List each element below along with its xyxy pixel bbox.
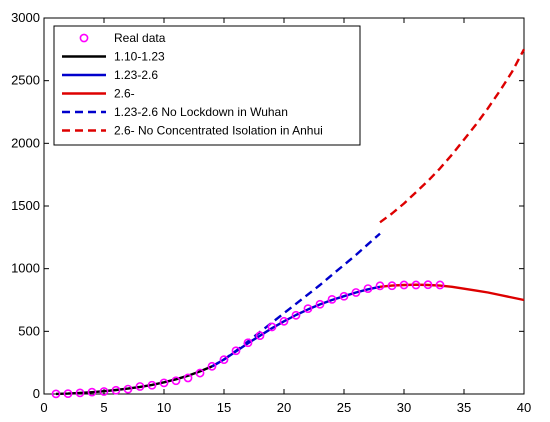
y-tick-label: 1000	[11, 261, 40, 276]
legend-label: 1.23-2.6	[114, 68, 158, 82]
real-data-point	[75, 388, 85, 398]
real-data-point	[279, 316, 289, 326]
real-data-point	[255, 331, 265, 340]
legend: Real data 1.10-1.23 1.23-2.6 2.6- 1.23-2.6 N…	[53, 25, 361, 146]
real-data-point	[411, 280, 421, 290]
legend-label: 1.10-1.23	[114, 50, 165, 64]
real-data-point	[267, 322, 277, 332]
y-tick-label: 1500	[11, 198, 40, 213]
legend-label: 2.6-	[114, 87, 135, 101]
x-tick-label: 40	[517, 400, 531, 415]
real-data-point	[375, 281, 385, 291]
x-tick-label: 20	[277, 400, 291, 415]
real-data-point	[363, 284, 373, 293]
axis-layer: 0 5 10 15 20 25 30 35 40 0 500 1000 1500 2000 2500 3000	[11, 10, 531, 415]
series-line-5	[379, 48, 526, 224]
real-data-point	[327, 294, 337, 304]
real-data-point	[339, 291, 349, 301]
real-data-point	[111, 385, 121, 395]
y-tick-label: 0	[33, 386, 40, 401]
legend-label: Real data	[114, 31, 166, 45]
legend-marker	[79, 33, 89, 43]
series-line-3	[379, 283, 525, 302]
legend-label: 2.6- No Concentrated Isolation in Anhui	[114, 124, 323, 138]
real-data-point	[183, 373, 193, 383]
real-data-point	[219, 355, 229, 365]
real-data-point	[231, 346, 241, 356]
real-data-point	[135, 382, 145, 391]
series-line-1	[55, 365, 213, 396]
real-data-point	[435, 280, 445, 290]
real-data-point	[351, 288, 361, 297]
y-tick-label: 3000	[11, 10, 40, 25]
x-tick-label: 15	[217, 400, 231, 415]
real-data-point	[159, 378, 169, 388]
legend-label: 1.23-2.6 No Lockdown in Wuhan	[114, 105, 288, 119]
real-data-point	[303, 304, 313, 314]
real-data-point	[423, 280, 433, 290]
legend-box	[53, 25, 361, 146]
real-data-point	[315, 299, 325, 309]
x-tick-label: 35	[457, 400, 471, 415]
real-data-point	[387, 281, 397, 291]
real-data-point	[51, 389, 61, 399]
y-tick-label: 2500	[11, 73, 40, 88]
series-layer	[51, 48, 526, 399]
real-data-point	[171, 376, 181, 386]
x-tick-label: 10	[157, 400, 171, 415]
real-data-point	[87, 387, 97, 397]
x-tick-label: 25	[337, 400, 351, 415]
x-tick-label: 30	[397, 400, 411, 415]
real-data-point	[123, 384, 133, 394]
real-data-point	[63, 389, 73, 399]
real-data-point	[99, 387, 109, 396]
real-data-point	[243, 338, 253, 348]
real-data-point	[147, 380, 157, 390]
x-tick-label: 5	[100, 400, 107, 415]
x-tick-label: 0	[40, 400, 47, 415]
y-tick-label: 2000	[11, 135, 40, 150]
real-data-point	[195, 368, 205, 378]
real-data-point	[207, 361, 217, 371]
real-data-point	[291, 310, 301, 320]
real-data-point	[399, 280, 409, 290]
y-tick-label: 500	[18, 323, 40, 338]
